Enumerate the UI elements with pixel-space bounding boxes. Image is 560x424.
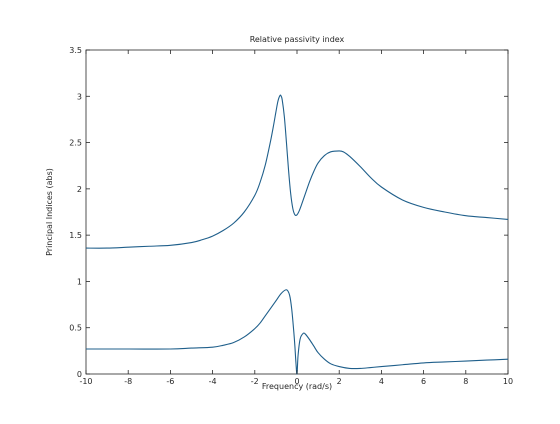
x-tick-label: -10 [79, 377, 92, 386]
x-tick-label: 2 [337, 377, 342, 386]
x-tick-label: 6 [421, 377, 426, 386]
plot-frame [85, 49, 509, 375]
x-tick-label: -4 [209, 377, 217, 386]
y-tick-label: 3 [77, 92, 82, 101]
y-tick-label: 1 [77, 277, 82, 286]
x-tick-label: 4 [379, 377, 384, 386]
chart-title: Relative passivity index [250, 35, 345, 44]
y-tick-label: 0 [77, 370, 82, 379]
x-tick-label: 10 [503, 377, 513, 386]
y-axis-label: Principal Indices (abs) [45, 168, 54, 256]
y-tick-label: 2.5 [69, 139, 82, 148]
axes-layer: -10 -8 -6 -4 -2 0 2 4 6 8 10 0 0.5 1 1.5 2 2.5 3 3.5 [69, 46, 513, 386]
y-tick-label: 1.5 [69, 231, 82, 240]
x-axis-label: Frequency (rad/s) [262, 382, 332, 391]
x-tick-label: 0 [294, 377, 299, 386]
y-tick-label: 0.5 [69, 324, 82, 333]
x-tick-label: -2 [251, 377, 259, 386]
x-tick-label: -6 [166, 377, 174, 386]
y-tick-label: 2 [77, 185, 82, 194]
x-tick-label: 8 [463, 377, 468, 386]
y-tick-label: 3.5 [69, 46, 82, 55]
series-line-1 [85, 94, 509, 249]
x-tick-label: -8 [124, 377, 132, 386]
plot-area [85, 49, 509, 375]
